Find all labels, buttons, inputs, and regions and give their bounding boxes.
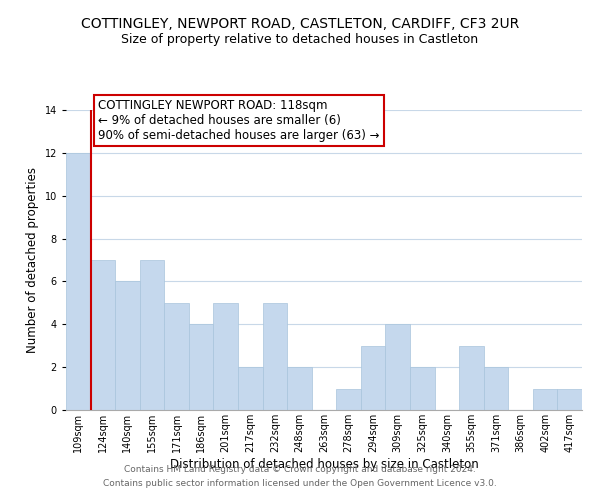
Bar (533, 388, 557, 410)
Text: Size of property relative to detached houses in Castleton: Size of property relative to detached ho… (121, 32, 479, 46)
Bar (164, 303, 189, 410)
Bar (115, 282, 140, 410)
Text: COTTINGLEY, NEWPORT ROAD, CASTLETON, CARDIFF, CF3 2UR: COTTINGLEY, NEWPORT ROAD, CASTLETON, CAR… (81, 18, 519, 32)
Bar (66, 153, 91, 410)
Text: COTTINGLEY NEWPORT ROAD: 118sqm
← 9% of detached houses are smaller (6)
90% of s: COTTINGLEY NEWPORT ROAD: 118sqm ← 9% of … (98, 100, 379, 142)
Bar (263, 303, 287, 410)
X-axis label: Distribution of detached houses by size in Castleton: Distribution of detached houses by size … (170, 458, 478, 470)
Bar (214, 303, 238, 410)
Bar (336, 388, 361, 410)
Text: Contains HM Land Registry data © Crown copyright and database right 2024.
Contai: Contains HM Land Registry data © Crown c… (103, 466, 497, 487)
Bar (410, 367, 434, 410)
Bar (459, 346, 484, 410)
Bar (91, 260, 115, 410)
Bar (484, 367, 508, 410)
Bar (140, 260, 164, 410)
Bar (287, 367, 312, 410)
Bar (238, 367, 263, 410)
Bar (361, 346, 385, 410)
Bar (385, 324, 410, 410)
Bar (189, 324, 214, 410)
Bar (557, 388, 582, 410)
Y-axis label: Number of detached properties: Number of detached properties (26, 167, 39, 353)
